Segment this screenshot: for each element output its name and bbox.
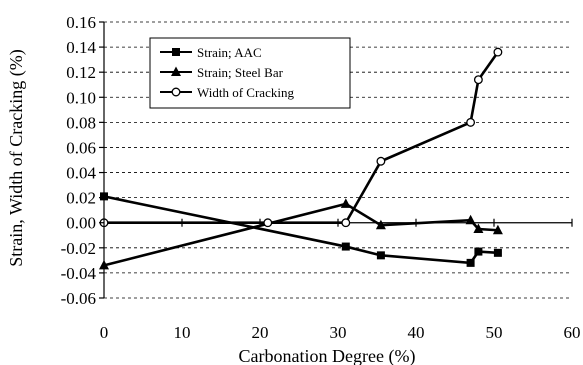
data-point-1 xyxy=(465,214,476,225)
y-tick-label: 0.00 xyxy=(66,214,96,233)
y-tick-label: -0.06 xyxy=(61,289,96,308)
x-tick-label: 20 xyxy=(252,323,269,342)
legend-label: Strain; AAC xyxy=(197,45,262,60)
legend-marker xyxy=(171,66,181,76)
x-tick-label: 0 xyxy=(100,323,109,342)
y-tick-label: -0.02 xyxy=(61,239,96,258)
data-point-1 xyxy=(473,223,484,233)
y-tick-label: 0.06 xyxy=(66,138,96,157)
legend-marker xyxy=(171,87,181,97)
series-layer xyxy=(99,47,503,270)
y-axis-title: Strain, Width of Cracking (%) xyxy=(6,49,27,266)
x-axis-title: Carbonation Degree (%) xyxy=(239,346,416,365)
y-tick-label: 0.14 xyxy=(66,38,96,57)
data-point-1 xyxy=(375,219,386,230)
series-1 xyxy=(99,198,503,270)
series-line-0 xyxy=(103,195,498,265)
data-point-0 xyxy=(100,192,108,201)
series-2 xyxy=(99,47,503,228)
ticks-layer: -0.06 -0.04 -0.02 0.00 0.02 0.04 0.06 0.08 0.10 0… xyxy=(61,13,581,342)
data-point-2 xyxy=(376,156,386,166)
data-point-0 xyxy=(376,251,385,260)
legend-label: Width of Cracking xyxy=(197,85,294,100)
y-tick-label: 0.02 xyxy=(66,189,96,208)
data-point-2 xyxy=(473,75,483,85)
y-tick-label: 0.04 xyxy=(66,164,96,183)
data-point-2 xyxy=(466,117,476,127)
data-point-2 xyxy=(493,47,503,57)
x-tick-label: 30 xyxy=(330,323,347,342)
x-tick-label: 60 xyxy=(564,323,581,342)
x-tick-label: 50 xyxy=(486,323,503,342)
data-point-1 xyxy=(492,224,503,235)
y-tick-label: 0.12 xyxy=(66,63,96,82)
x-tick-label: 40 xyxy=(408,323,425,342)
y-tick-label: 0.10 xyxy=(66,88,96,107)
data-point-2 xyxy=(341,218,351,228)
x-tick-label: 10 xyxy=(174,323,191,342)
data-point-0 xyxy=(493,248,502,257)
legend-marker xyxy=(172,48,180,56)
y-tick-label: -0.04 xyxy=(61,264,97,283)
data-point-0 xyxy=(341,242,350,251)
series-0 xyxy=(100,192,502,267)
series-line-1 xyxy=(103,202,498,267)
data-point-0 xyxy=(466,258,475,267)
data-point-1 xyxy=(340,198,351,208)
data-point-0 xyxy=(474,247,483,256)
y-tick-label: 0.16 xyxy=(66,13,96,32)
data-point-2 xyxy=(263,218,273,228)
legend-label: Strain; Steel Bar xyxy=(197,65,284,80)
data-point-1 xyxy=(99,259,109,270)
legend: Strain; AAC Strain; Steel Bar Width of Cra… xyxy=(149,37,351,109)
y-tick-label: 0.08 xyxy=(66,113,96,132)
